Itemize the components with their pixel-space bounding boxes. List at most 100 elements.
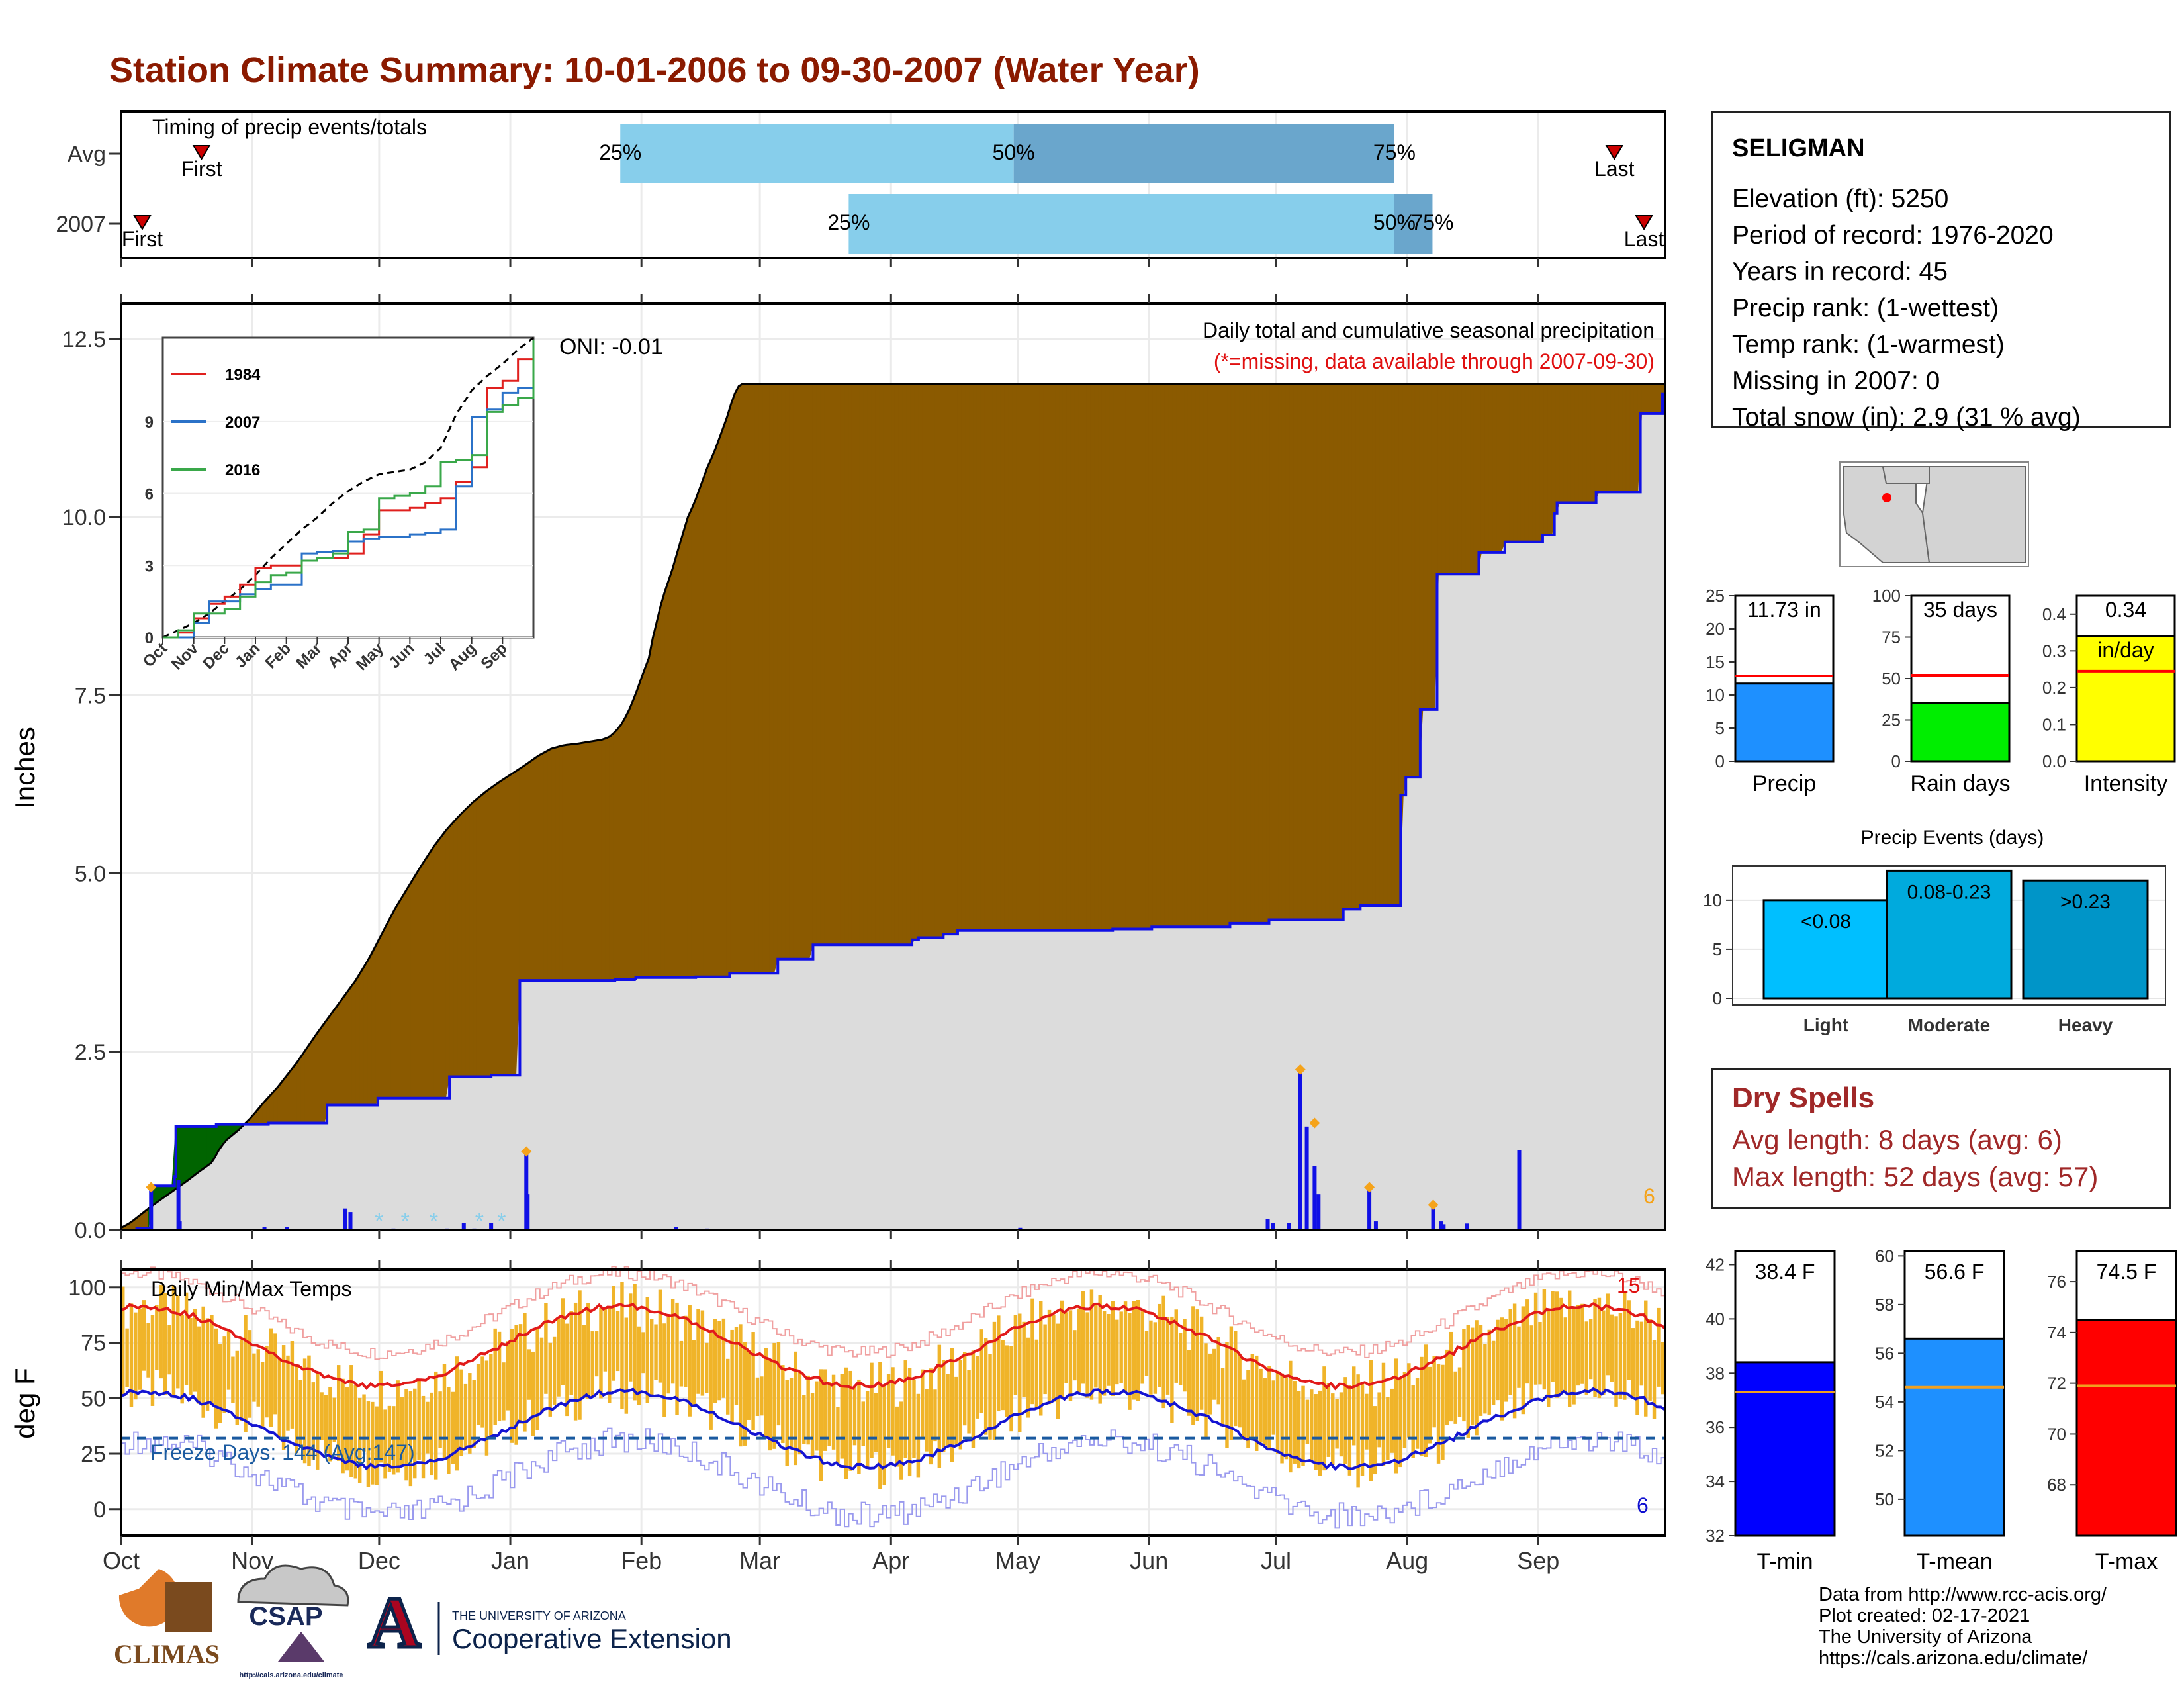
precip-departure-band	[707, 458, 712, 978]
precip-departure-band	[691, 498, 696, 978]
precip-departure-band	[457, 813, 462, 1077]
precip-departure-band	[1508, 383, 1514, 543]
temp-daily-bar	[844, 1367, 848, 1479]
temp-daily-bar	[569, 1311, 573, 1395]
temp-summary-bar-t-min: 38.4 F 32 34 36 38 40 42 T-min	[1706, 1250, 1836, 1574]
temp-daily-bar	[912, 1380, 916, 1458]
precip-departure-band	[1629, 383, 1635, 492]
precip-departure-band	[1387, 383, 1392, 906]
temp-daily-bar	[1132, 1301, 1136, 1400]
precip-departure-band	[906, 383, 911, 945]
temp-daily-bar	[210, 1315, 214, 1405]
precip-departure-band	[976, 383, 981, 931]
precip-departure-band	[535, 754, 540, 981]
precip-departure-band	[1371, 383, 1377, 906]
precip-departure-band	[812, 383, 817, 945]
precip-departure-band	[1176, 383, 1181, 927]
precip-departure-band	[387, 916, 392, 1099]
precip-departure-band	[1258, 383, 1263, 924]
precip-departure-band	[797, 383, 802, 960]
precip-departure-band	[1101, 383, 1107, 931]
temp-daily-bar	[324, 1395, 328, 1454]
precip-daily-bar	[1431, 1205, 1435, 1230]
timing-last-marker	[1635, 215, 1653, 230]
precip-departure-band	[449, 821, 454, 1077]
precip-departure-band	[1582, 383, 1588, 504]
precip-departure-band	[1559, 383, 1564, 504]
temp-daily-bar	[865, 1391, 870, 1469]
temp-daily-bar	[1411, 1385, 1415, 1458]
temp-daily-bar	[709, 1333, 713, 1430]
precip-departure-band	[1336, 383, 1342, 921]
temp-daily-bar	[1390, 1388, 1394, 1453]
temp-daily-bar	[1517, 1326, 1521, 1388]
precip-departure-band	[1043, 383, 1048, 931]
temp-daily-bar	[1593, 1299, 1597, 1397]
temp-daily-bar	[976, 1356, 979, 1419]
precip-departure-band	[1160, 383, 1165, 927]
events-bar-text: >0.23	[2060, 891, 2111, 913]
precip-departure-band	[824, 383, 829, 945]
precip-departure-band	[1500, 383, 1506, 553]
precip-departure-band	[1199, 383, 1205, 927]
precip-departure-band	[805, 383, 810, 960]
temp-summary-y-tick-label: 34	[1706, 1472, 1725, 1491]
temp-daily-bar	[510, 1329, 514, 1443]
temp-daily-bar	[1542, 1289, 1547, 1390]
precip-departure-band	[1477, 383, 1482, 575]
temp-daily-bar	[167, 1325, 171, 1375]
temp-daily-bar	[1289, 1360, 1293, 1473]
temp-daily-bar	[1584, 1321, 1588, 1395]
temp-daily-bar	[535, 1328, 539, 1430]
temp-daily-bar	[1657, 1307, 1661, 1387]
temp-daily-bar	[907, 1368, 912, 1477]
precip-departure-band	[1457, 383, 1463, 575]
temp-daily-bar	[942, 1360, 946, 1453]
temp-daily-bar	[1470, 1327, 1475, 1426]
precip-departure-band	[1570, 383, 1576, 504]
precip-departure-band	[414, 869, 419, 1099]
temp-summary-y-tick-label: 58	[1875, 1295, 1894, 1315]
temp-daily-bar	[451, 1391, 455, 1464]
temp-daily-bar	[1398, 1378, 1402, 1468]
temp-daily-bar	[1246, 1370, 1250, 1448]
precip-departure-band	[1297, 383, 1302, 921]
temp-daily-bar	[1453, 1371, 1457, 1424]
precip-departure-band	[1230, 383, 1236, 924]
precip-departure-band	[480, 792, 485, 1077]
summary-x-label: Rain days	[1910, 771, 2010, 796]
temp-daily-bar	[176, 1295, 180, 1389]
temp-daily-bar	[159, 1284, 163, 1379]
temp-daily-bar	[493, 1328, 497, 1425]
temp-summary-y-tick-label: 68	[2047, 1475, 2066, 1495]
precip-departure-band	[879, 383, 884, 945]
dry-spells-avg: Avg length: 8 days (avg: 6)	[1732, 1124, 2062, 1155]
csap-mountain-icon	[278, 1632, 324, 1662]
precip-departure-band	[1610, 383, 1615, 492]
precip-departure-band	[394, 901, 399, 1099]
temp-daily-bar	[1318, 1390, 1322, 1476]
temp-y-tick-label: 75	[81, 1331, 106, 1356]
temp-daily-bar	[295, 1366, 298, 1454]
station-years: Years in record: 45	[1732, 258, 1948, 286]
temp-daily-bar	[1191, 1306, 1195, 1425]
precip-event-marker	[521, 1146, 532, 1157]
precip-departure-band	[1051, 383, 1056, 931]
events-bar-moderate	[1886, 869, 2013, 1000]
temp-daily-bar	[1563, 1317, 1568, 1392]
temp-daily-bar	[823, 1369, 827, 1451]
temp-summary-y-tick-label: 36	[1706, 1417, 1725, 1437]
precip-departure-band	[281, 1076, 286, 1123]
precip-y-tick-label: 10.0	[62, 505, 106, 530]
temp-daily-bar	[1263, 1378, 1267, 1446]
summary-value-bar	[2075, 635, 2176, 763]
precip-departure-band	[1238, 383, 1244, 924]
precip-departure-band	[1281, 383, 1287, 921]
temp-daily-bar	[379, 1370, 383, 1463]
temp-daily-bar	[345, 1387, 349, 1471]
temp-daily-bar	[539, 1337, 544, 1414]
precip-departure-band	[621, 716, 626, 980]
precip-departure-band	[289, 1066, 294, 1123]
timing-last-label: Last	[1594, 157, 1635, 181]
temp-daily-bar	[645, 1297, 650, 1403]
